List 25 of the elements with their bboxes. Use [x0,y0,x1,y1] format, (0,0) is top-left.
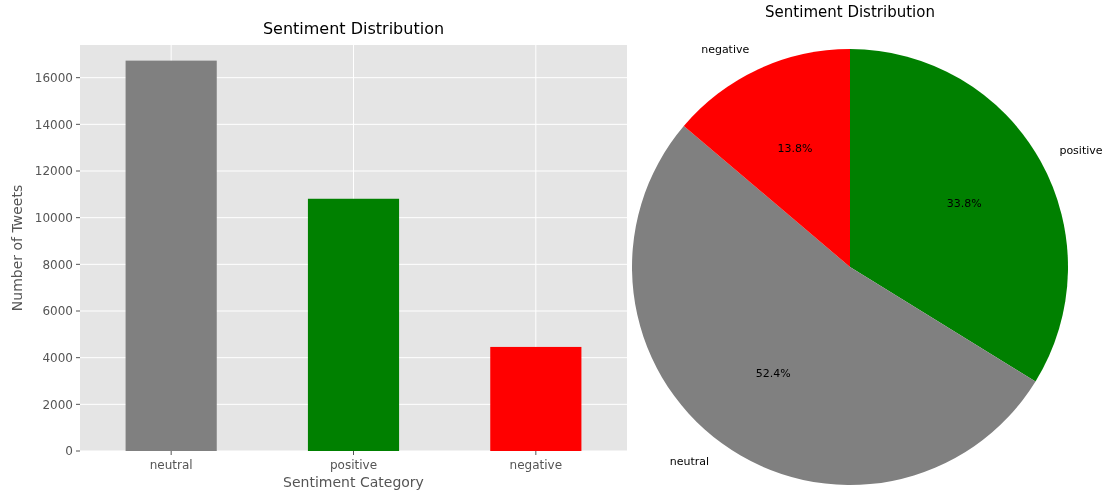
y-tick-label: 0 [65,444,73,459]
slice-label: negative [701,43,750,57]
y-tick-label: 6000 [42,304,73,319]
y-tick-label: 14000 [34,117,73,132]
y-tick-label: 8000 [42,257,73,272]
data-label: 13.8% [777,142,813,156]
y-tick-label: 2000 [42,397,73,412]
data-label: 33.8% [946,197,982,211]
data-label: 52.4% [755,366,791,380]
y-axis-title: Number of Tweets [9,184,25,312]
bar [125,60,217,451]
bar [490,346,582,451]
x-axis-title: Sentiment Category [283,474,424,490]
slice-label: positive [1059,144,1103,158]
x-tick-label: positive [329,458,378,472]
y-tick-label: 12000 [34,164,73,179]
bar [307,198,400,451]
x-tick-label: neutral [149,458,193,472]
chart-title: Sentiment Distribution [765,3,935,21]
y-tick-label: 4000 [42,350,73,365]
chart-title: Sentiment Distribution [262,19,445,38]
y-tick-label: 10000 [34,210,73,225]
pie-slice [632,125,1036,485]
x-tick-label: negative [509,458,563,472]
y-tick-label: 16000 [34,70,73,85]
